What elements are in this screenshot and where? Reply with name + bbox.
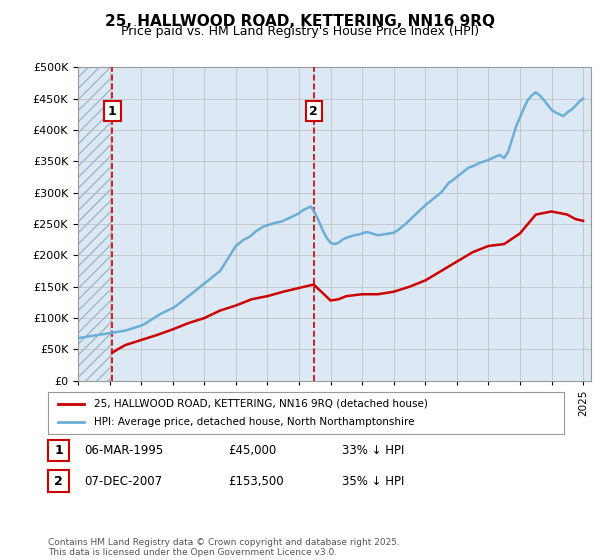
Text: 2: 2 [54, 474, 63, 488]
Text: 35% ↓ HPI: 35% ↓ HPI [342, 474, 404, 488]
Text: 25, HALLWOOD ROAD, KETTERING, NN16 9RQ: 25, HALLWOOD ROAD, KETTERING, NN16 9RQ [105, 14, 495, 29]
Text: Contains HM Land Registry data © Crown copyright and database right 2025.
This d: Contains HM Land Registry data © Crown c… [48, 538, 400, 557]
Bar [78, 67, 112, 381]
Text: 1: 1 [108, 105, 117, 118]
Text: 07-DEC-2007: 07-DEC-2007 [84, 474, 162, 488]
Text: 2: 2 [309, 105, 318, 118]
Text: £153,500: £153,500 [228, 474, 284, 488]
Text: £45,000: £45,000 [228, 444, 276, 457]
Text: Price paid vs. HM Land Registry's House Price Index (HPI): Price paid vs. HM Land Registry's House … [121, 25, 479, 38]
Text: 33% ↓ HPI: 33% ↓ HPI [342, 444, 404, 457]
Text: HPI: Average price, detached house, North Northamptonshire: HPI: Average price, detached house, Nort… [94, 417, 415, 427]
Text: 06-MAR-1995: 06-MAR-1995 [84, 444, 163, 457]
Text: 25, HALLWOOD ROAD, KETTERING, NN16 9RQ (detached house): 25, HALLWOOD ROAD, KETTERING, NN16 9RQ (… [94, 399, 428, 409]
Text: 1: 1 [54, 444, 63, 457]
